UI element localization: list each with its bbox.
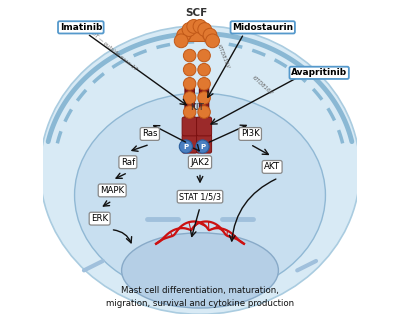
Text: Midostaurin: Midostaurin <box>232 23 293 32</box>
Text: KITD816V: KITD816V <box>251 75 274 96</box>
Circle shape <box>187 20 201 33</box>
Polygon shape <box>188 26 206 42</box>
Text: ERK: ERK <box>91 214 108 223</box>
Circle shape <box>179 140 192 153</box>
Text: migration, survival and cytokine production: migration, survival and cytokine product… <box>106 300 294 308</box>
Text: Ras: Ras <box>142 129 158 139</box>
Ellipse shape <box>122 233 278 308</box>
Circle shape <box>183 49 196 62</box>
Circle shape <box>174 34 188 48</box>
Text: Avapritinib: Avapritinib <box>291 68 347 77</box>
Circle shape <box>183 77 196 90</box>
FancyBboxPatch shape <box>196 117 212 136</box>
Ellipse shape <box>74 93 326 297</box>
FancyBboxPatch shape <box>43 1 357 314</box>
Circle shape <box>182 23 196 37</box>
Text: JAK2: JAK2 <box>190 158 210 167</box>
Text: MAPK: MAPK <box>100 186 124 195</box>
Circle shape <box>198 106 210 118</box>
Text: Imatinib: Imatinib <box>60 23 102 32</box>
Text: PI3K: PI3K <box>241 129 260 139</box>
Text: KITD816V: KITD816V <box>216 43 231 69</box>
Text: AKT: AKT <box>264 163 280 171</box>
Circle shape <box>198 63 210 76</box>
Ellipse shape <box>40 26 360 314</box>
Text: KIT: KIT <box>190 103 204 112</box>
Text: P: P <box>183 144 188 150</box>
Circle shape <box>183 92 196 104</box>
Circle shape <box>203 28 217 42</box>
FancyBboxPatch shape <box>182 117 197 136</box>
Circle shape <box>183 106 196 118</box>
Circle shape <box>198 92 210 104</box>
Text: Mast cell differentiation, maturation,: Mast cell differentiation, maturation, <box>121 286 279 295</box>
Circle shape <box>206 34 220 48</box>
FancyBboxPatch shape <box>182 134 197 153</box>
Circle shape <box>183 63 196 76</box>
Circle shape <box>177 28 190 42</box>
FancyBboxPatch shape <box>199 88 209 152</box>
FancyBboxPatch shape <box>196 134 212 153</box>
Circle shape <box>193 20 207 33</box>
Text: SCF: SCF <box>186 8 208 18</box>
FancyBboxPatch shape <box>185 88 194 152</box>
Text: Raf: Raf <box>121 158 135 167</box>
Text: STAT 1/5/3: STAT 1/5/3 <box>179 192 221 201</box>
Circle shape <box>196 140 209 153</box>
Circle shape <box>198 49 210 62</box>
Circle shape <box>198 23 212 37</box>
Text: KIT — outside exon 17: KIT — outside exon 17 <box>90 30 138 72</box>
Text: P: P <box>200 144 205 150</box>
Circle shape <box>198 77 210 90</box>
